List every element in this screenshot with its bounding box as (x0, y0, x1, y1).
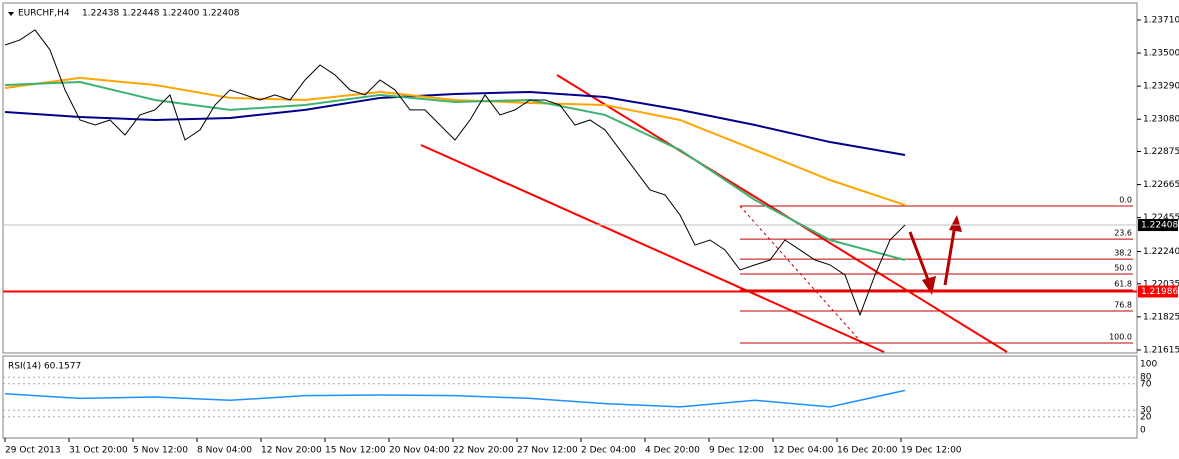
rsi-tick-label: 0 (1140, 426, 1146, 436)
quote: 1.22438 1.22448 1.22400 1.22408 (82, 9, 240, 19)
y-tick-label: 1.23710 (1143, 15, 1179, 25)
x-tick-label: 12 Dec 04:00 (773, 446, 834, 456)
rsi-panel (2, 355, 1138, 439)
price-line (4, 29, 906, 317)
menu-arrow (8, 12, 14, 16)
arrow-down (908, 231, 932, 286)
fib-label: 76.8 (1114, 301, 1132, 310)
fib-label: 0.0 (1119, 195, 1132, 204)
x-tick-label: 8 Nov 04:00 (197, 446, 252, 456)
y-tick-label: 1.22665 (1143, 180, 1179, 190)
y-tick-label: 1.21615 (1143, 345, 1179, 355)
y-tick-label: 1.22035 (1143, 279, 1179, 289)
y-tick-label: 1.23080 (1143, 115, 1179, 125)
channel-bottom (420, 144, 885, 353)
x-tick-label: 9 Dec 12:00 (709, 446, 764, 456)
arrow-up (943, 224, 957, 286)
rsi-line (4, 389, 906, 408)
rsi-tick-label: 100 (1140, 360, 1157, 370)
moving-average (4, 76, 906, 206)
rsi-label: RSI(14) 60.1577 (8, 362, 81, 372)
fib-label: 61.8 (1114, 279, 1132, 288)
moving-average (4, 81, 906, 261)
y-tick-label: 1.23500 (1143, 49, 1179, 59)
support-label: 1.21986 (1141, 287, 1178, 297)
rsi-tick-label: 70 (1140, 379, 1152, 389)
x-tick-label: 20 Nov 04:00 (389, 446, 450, 456)
current-label: 1.22408 (1141, 221, 1178, 231)
rsi-tick-label: 80 (1140, 373, 1152, 383)
fib-label: 100.0 (1109, 333, 1132, 342)
price-panel (2, 2, 1138, 354)
y-tick-label: 1.22455 (1143, 213, 1179, 223)
y-tick-label: 1.22875 (1143, 147, 1179, 157)
fib-label: 50.0 (1114, 264, 1132, 273)
x-tick-label: 19 Dec 12:00 (901, 446, 962, 456)
rsi-tick-label: 30 (1140, 406, 1152, 416)
x-tick-label: 29 Oct 2013 (5, 446, 61, 456)
x-tick-label: 12 Nov 20:00 (261, 446, 322, 456)
current-box (1138, 219, 1178, 232)
y-tick-label: 1.23290 (1143, 82, 1179, 92)
symbol: EURCHF,H4 (18, 9, 70, 19)
support-box (1138, 285, 1178, 298)
x-tick-label: 16 Dec 20:00 (837, 446, 898, 456)
x-tick-label: 22 Nov 20:00 (453, 446, 514, 456)
x-tick-label: 2 Dec 04:00 (581, 446, 636, 456)
x-tick-label: 27 Nov 12:00 (517, 446, 578, 456)
x-tick-label: 15 Nov 12:00 (325, 446, 386, 456)
arrow-head (949, 215, 962, 232)
fib-label: 38.2 (1114, 249, 1132, 258)
x-tick-label: 4 Dec 20:00 (645, 446, 700, 456)
fib-label: 23.6 (1114, 229, 1132, 238)
moving-average (4, 90, 906, 156)
x-tick-label: 5 Nov 12:00 (133, 446, 188, 456)
rsi-tick-label: 20 (1140, 412, 1152, 422)
y-tick-label: 1.22240 (1143, 247, 1179, 257)
y-tick-label: 1.21825 (1143, 312, 1179, 322)
x-tick-label: 31 Oct 20:00 (69, 446, 128, 456)
